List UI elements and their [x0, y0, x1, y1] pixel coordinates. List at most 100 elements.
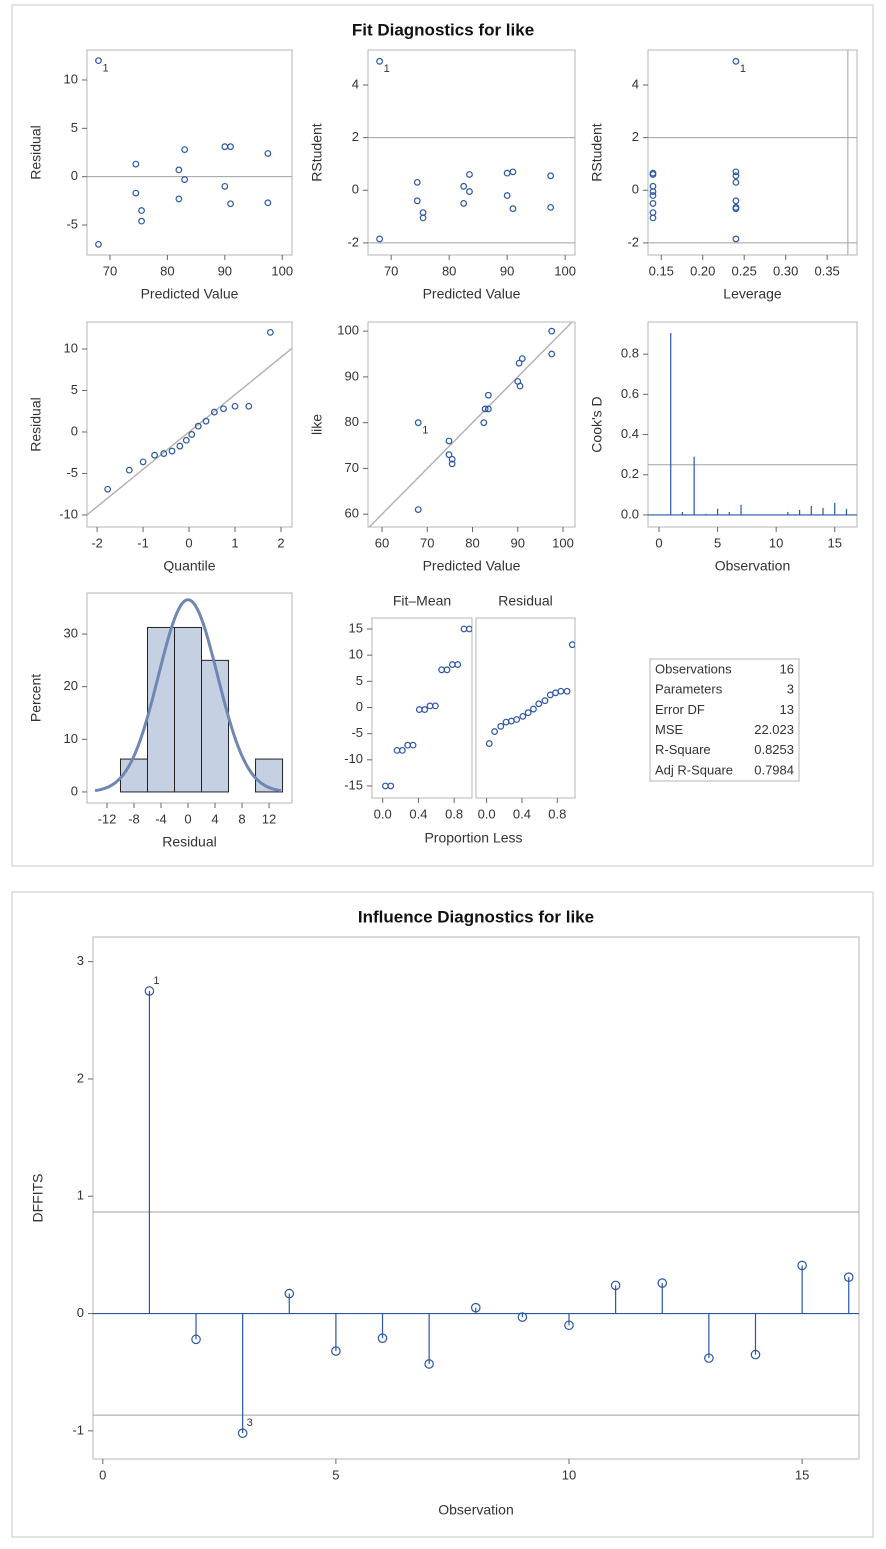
x-tick-label: 0.4	[409, 806, 427, 821]
x-tick-label: 0.15	[649, 263, 674, 278]
point-label: 1	[740, 63, 746, 75]
plot-frame	[86, 321, 293, 528]
point	[377, 1333, 388, 1343]
point	[491, 728, 498, 735]
y-tick-label: -2	[627, 234, 639, 249]
point	[509, 168, 517, 176]
x-tick-label: 0	[185, 535, 192, 550]
plot-area	[93, 986, 859, 1438]
y-tick-label: 0.6	[621, 386, 639, 401]
point	[264, 199, 272, 207]
point-label: 1	[384, 63, 390, 75]
y-tick-label: 10	[64, 340, 78, 355]
y-tick-label: 0.2	[621, 466, 639, 481]
point	[732, 57, 740, 65]
point	[649, 169, 657, 177]
plot-frame	[475, 617, 576, 799]
plot-frame	[92, 936, 860, 1460]
y-tick-label: 4	[352, 76, 359, 91]
stat-value: 13	[780, 702, 794, 717]
point	[843, 1272, 854, 1282]
y-tick-label: 3	[77, 953, 84, 968]
plot-area	[648, 333, 857, 516]
x-axis-label: Proportion Less	[424, 830, 522, 846]
point	[175, 166, 183, 174]
x-tick-label: 10	[769, 535, 783, 550]
point	[657, 1278, 668, 1288]
point	[750, 1349, 761, 1360]
y-axis-label: Cook's D	[589, 396, 605, 452]
y-tick-label: 5	[71, 382, 78, 397]
x-tick-label: 2	[277, 535, 284, 550]
stat-value: 0.8253	[754, 742, 794, 757]
panel-title: Fit–Mean	[393, 593, 451, 609]
point	[466, 188, 473, 195]
point	[610, 1280, 621, 1291]
point	[541, 697, 549, 705]
point	[732, 178, 740, 186]
plot-area	[368, 322, 574, 527]
x-tick-label: 0.4	[513, 806, 531, 821]
point	[530, 705, 537, 713]
x-tick-label: 0.20	[690, 263, 715, 278]
x-tick-label: 80	[160, 263, 174, 278]
point	[237, 1428, 248, 1438]
plot-area	[368, 57, 575, 244]
y-tick-label: 80	[345, 414, 359, 429]
point	[104, 485, 112, 493]
point	[431, 702, 439, 710]
x-tick-label: 8	[238, 811, 245, 826]
stat-label: Observations	[655, 661, 732, 676]
point	[151, 451, 158, 459]
x-tick-label: -1	[137, 535, 149, 550]
point	[448, 460, 456, 468]
point	[188, 431, 196, 438]
point	[564, 1320, 574, 1331]
y-tick-label: -10	[344, 751, 363, 766]
x-tick-label: 5	[714, 535, 721, 550]
point	[202, 417, 210, 425]
x-tick-label: 0	[99, 1467, 106, 1482]
plot-frame	[367, 49, 576, 256]
point	[517, 1312, 528, 1322]
point	[191, 1334, 201, 1345]
x-tick-label: 100	[271, 263, 293, 278]
y-axis-label: Residual	[28, 397, 44, 451]
point	[513, 716, 521, 723]
y-axis-label: DFFITS	[30, 1174, 46, 1223]
x-axis-label: Residual	[162, 834, 216, 850]
point	[649, 188, 657, 195]
point	[181, 176, 189, 183]
x-tick-label: 1	[231, 535, 238, 550]
x-axis-label: Leverage	[723, 286, 782, 302]
point	[95, 57, 102, 65]
y-tick-label: 30	[64, 625, 78, 640]
stat-label: R-Square	[655, 742, 711, 757]
x-axis-label: Predicted Value	[423, 558, 521, 574]
stat-label: Error DF	[655, 702, 705, 717]
plot-frame	[86, 49, 293, 256]
point	[160, 450, 168, 457]
point	[125, 466, 133, 474]
y-tick-label: 5	[356, 673, 363, 688]
y-tick-label: 0	[356, 699, 363, 714]
plot-area	[648, 50, 857, 255]
point	[535, 700, 543, 708]
x-axis-label: Observation	[715, 558, 790, 574]
point	[649, 200, 657, 207]
point	[245, 402, 253, 410]
stat-label: Parameters	[655, 682, 723, 697]
point	[524, 709, 532, 717]
y-tick-label: -5	[351, 725, 363, 740]
x-tick-label: 100	[554, 263, 576, 278]
point	[95, 240, 102, 248]
y-tick-label: 70	[345, 460, 359, 475]
point	[266, 328, 274, 336]
stat-value: 3	[787, 682, 794, 697]
point	[413, 197, 421, 205]
y-tick-label: 2	[77, 1070, 84, 1085]
point	[376, 57, 383, 65]
point	[649, 214, 657, 222]
point	[182, 436, 190, 444]
point-label: 1	[422, 425, 428, 437]
